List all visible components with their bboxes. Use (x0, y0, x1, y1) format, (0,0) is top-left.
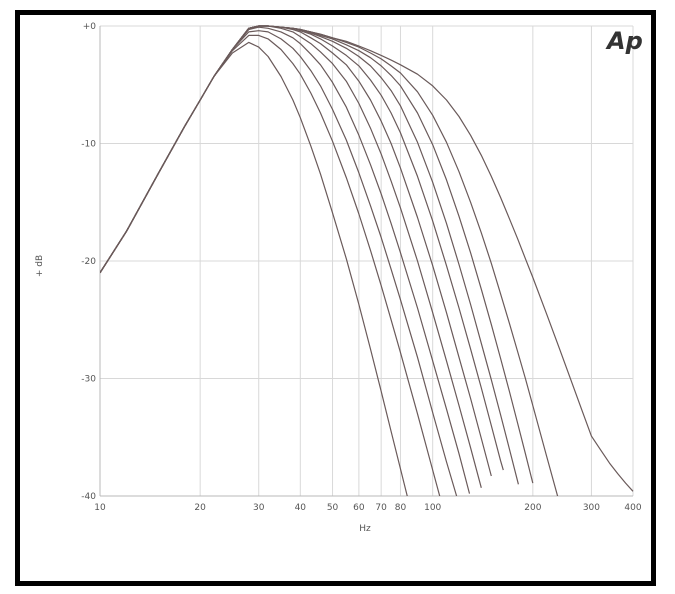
frequency-response-chart: 10 20 30 40 50 60 70 80 100 200 300 400 +0 -10 -20 -30… (35, 22, 643, 534)
x-tick-label: 30 (253, 503, 265, 513)
x-tick-label: 80 (395, 503, 407, 513)
ap-logo: Ap (605, 27, 643, 55)
series-line-1 (100, 41, 408, 496)
y-tick-label: -30 (81, 375, 96, 385)
y-tick-label: -40 (81, 492, 96, 502)
grid (99, 25, 634, 497)
x-tick-label: 50 (327, 503, 339, 513)
series-line-11 (100, 25, 634, 492)
series-lines (100, 25, 634, 496)
x-tick-labels: 10 20 30 40 50 60 70 80 100 200 300 400 (94, 503, 642, 513)
y-axis-title: + dB (35, 255, 45, 277)
x-tick-label: 100 (424, 503, 441, 513)
x-axis-title: Hz (359, 524, 371, 534)
y-tick-label: -20 (81, 257, 96, 267)
series-line-8 (100, 25, 519, 485)
x-tick-label: 400 (624, 503, 641, 513)
series-line-9 (100, 25, 534, 484)
series-line-7 (100, 25, 504, 471)
x-tick-label: 300 (583, 503, 600, 513)
y-tick-labels: +0 -10 -20 -30 -40 (81, 22, 96, 502)
x-tick-label: 20 (194, 503, 206, 513)
x-tick-label: 70 (375, 503, 387, 513)
x-tick-label: 40 (295, 503, 307, 513)
x-tick-label: 10 (94, 503, 106, 513)
y-tick-label: +0 (83, 22, 97, 32)
y-tick-label: -10 (81, 140, 96, 150)
series-line-3 (100, 30, 458, 496)
series-line-4 (100, 26, 471, 494)
x-tick-label: 60 (353, 503, 365, 513)
chart-frame: 10 20 30 40 50 60 70 80 100 200 300 400 +0 -10 -20 -30… (15, 10, 656, 586)
x-tick-label: 200 (524, 503, 541, 513)
